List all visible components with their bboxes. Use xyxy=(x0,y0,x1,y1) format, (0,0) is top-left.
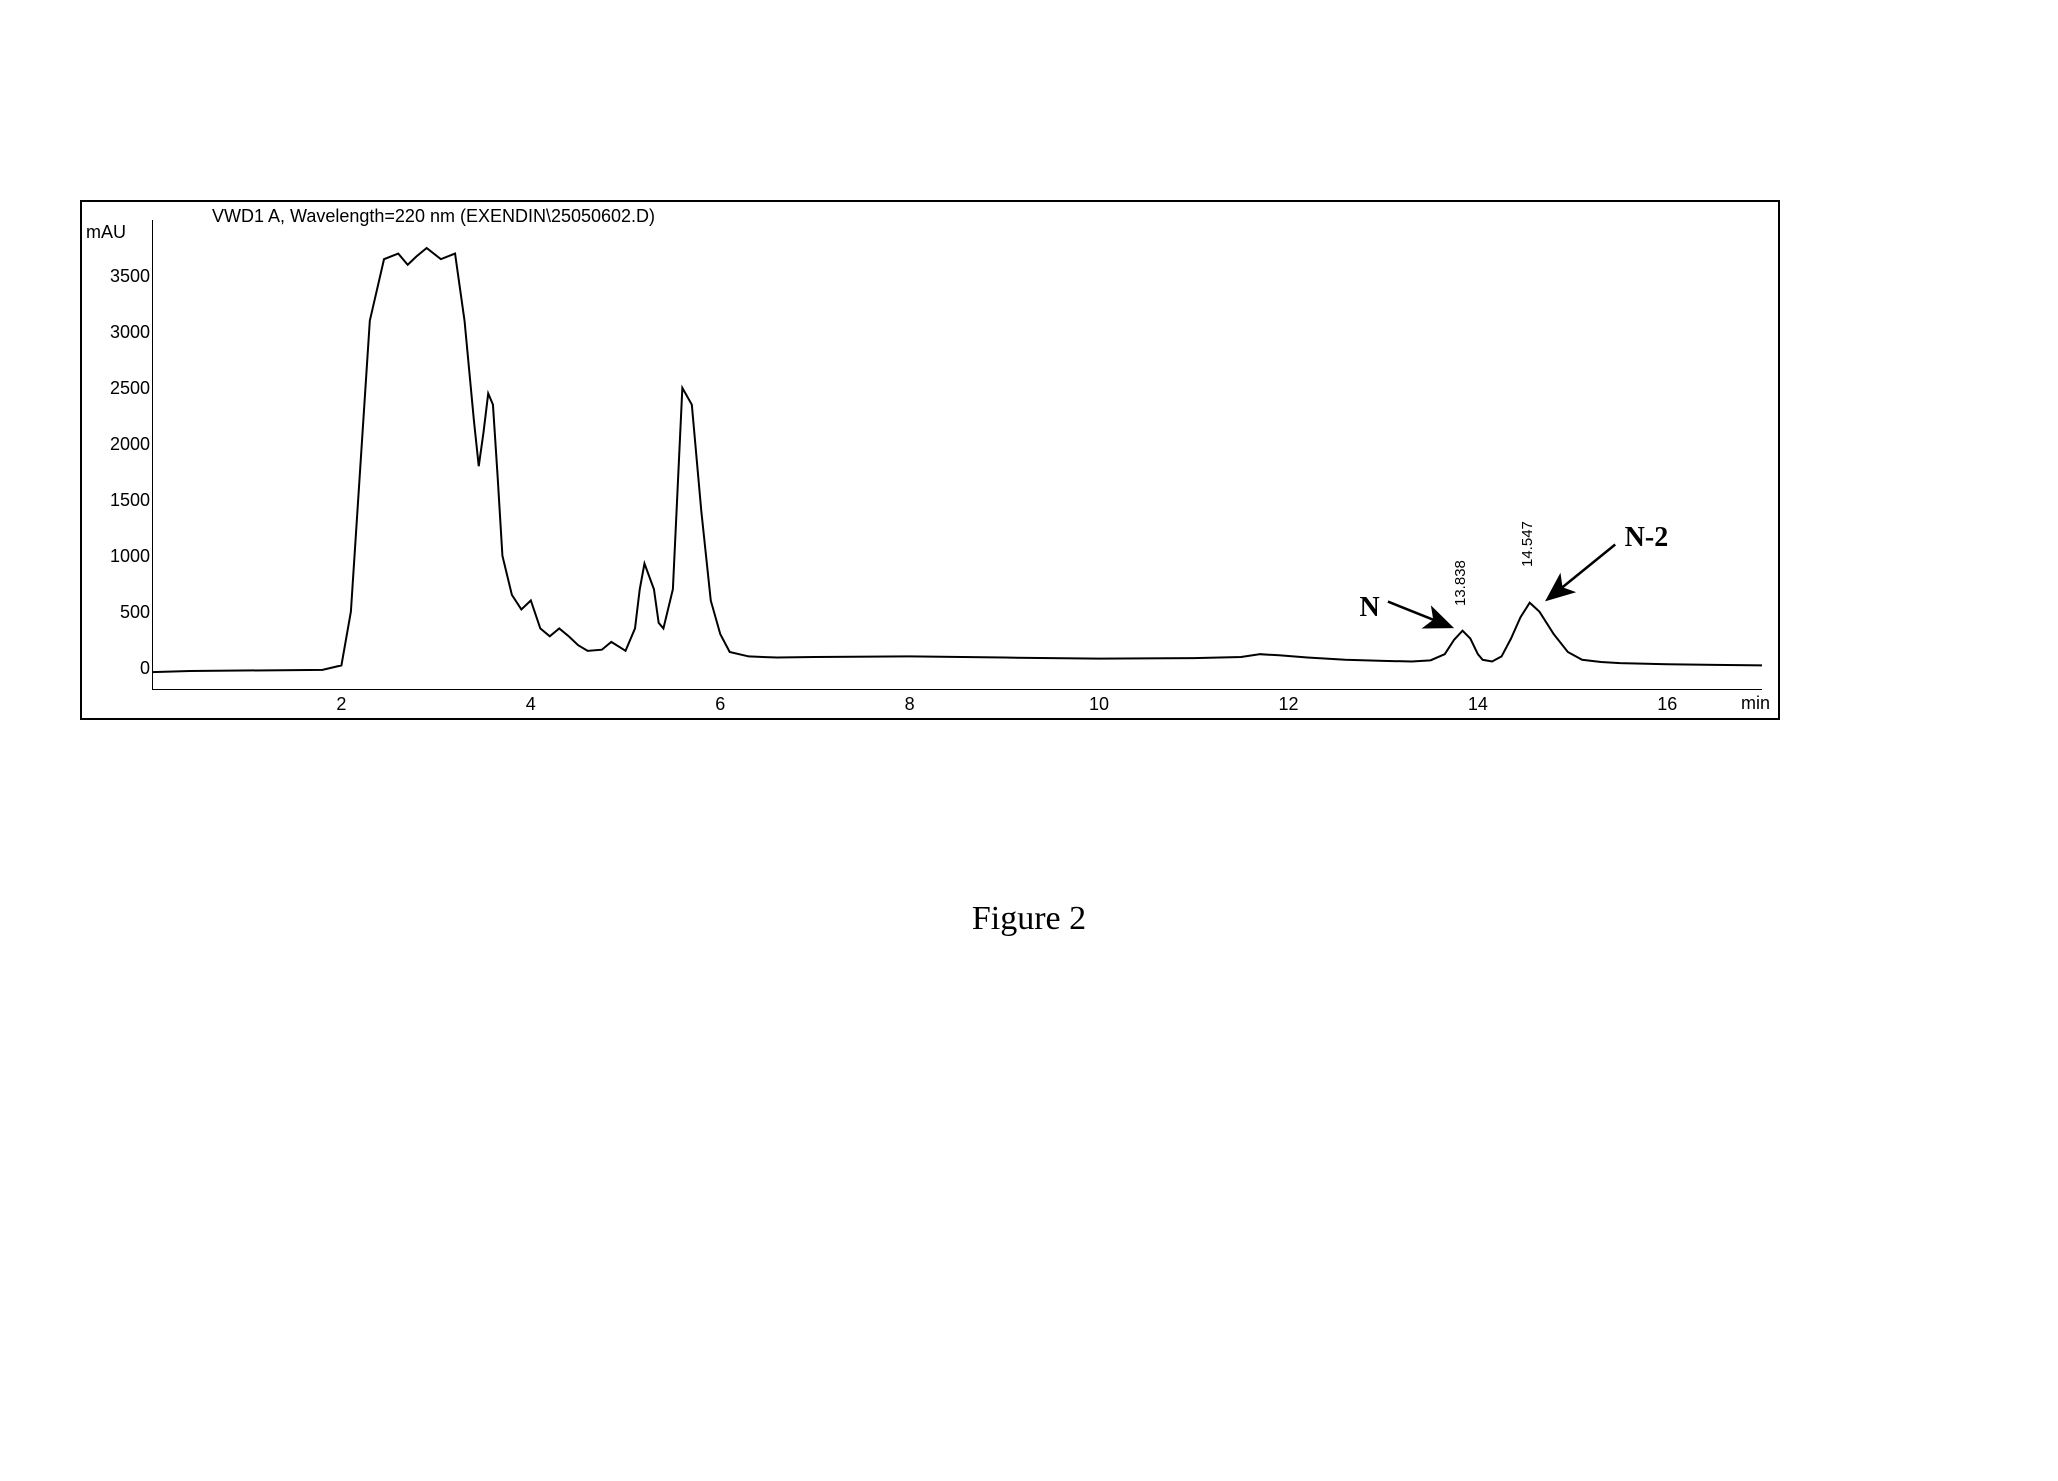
x-tick-label: 4 xyxy=(526,694,536,715)
annotation-arrow xyxy=(1388,602,1450,627)
peak-rt-label: 13.838 xyxy=(1452,560,1469,606)
peak-rt-label: 14.547 xyxy=(1519,521,1536,567)
y-tick-label: 3000 xyxy=(102,322,150,343)
chromatogram-svg xyxy=(152,220,1762,690)
chart-frame: VWD1 A, Wavelength=220 nm (EXENDIN\25050… xyxy=(80,200,1780,720)
page: VWD1 A, Wavelength=220 nm (EXENDIN\25050… xyxy=(0,0,2058,1481)
x-tick-label: 14 xyxy=(1468,694,1488,715)
x-tick-label: 2 xyxy=(336,694,346,715)
x-tick-label: 6 xyxy=(715,694,725,715)
plot-area xyxy=(152,220,1762,690)
figure-caption: Figure 2 xyxy=(972,900,1086,938)
annotation-arrow xyxy=(1549,545,1615,599)
chromatogram-trace xyxy=(152,248,1762,672)
y-tick-label: 2500 xyxy=(102,378,150,399)
x-tick-label: 12 xyxy=(1278,694,1298,715)
y-tick-label: 1500 xyxy=(102,490,150,511)
x-tick-label: 8 xyxy=(905,694,915,715)
y-tick-label: 3500 xyxy=(102,266,150,287)
annotation-label: N-2 xyxy=(1625,522,1669,554)
annotation-label: N xyxy=(1360,592,1380,624)
x-axis-label: min xyxy=(1741,693,1770,714)
x-tick-label: 10 xyxy=(1089,694,1109,715)
y-tick-label: 500 xyxy=(102,602,150,623)
y-tick-label: 1000 xyxy=(102,546,150,567)
y-tick-label: 0 xyxy=(102,658,150,679)
y-tick-label: 2000 xyxy=(102,434,150,455)
x-tick-label: 16 xyxy=(1657,694,1677,715)
y-axis-label: mAU xyxy=(86,222,126,243)
